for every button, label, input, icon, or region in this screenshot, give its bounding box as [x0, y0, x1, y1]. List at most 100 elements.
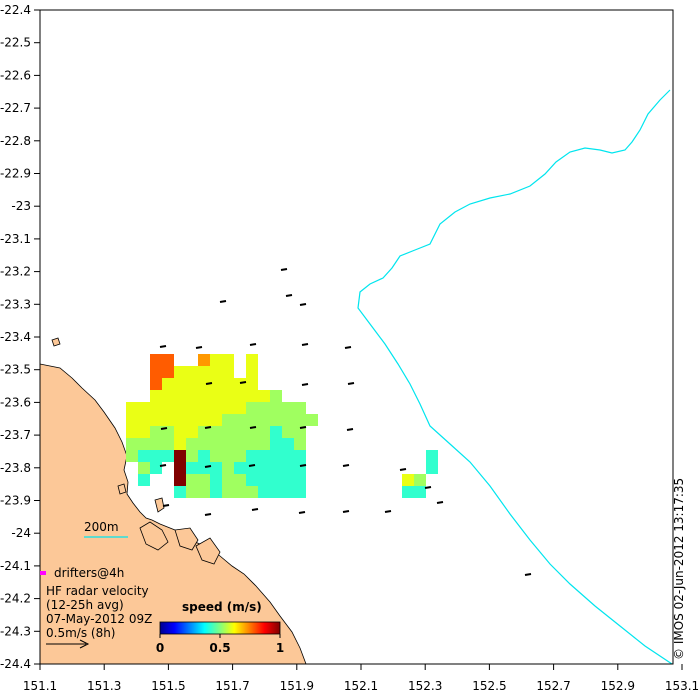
radar-cell: [198, 414, 210, 426]
radar-cell: [222, 366, 234, 378]
radar-cell: [306, 414, 318, 426]
radar-cell: [294, 486, 306, 498]
y-tick-label: -22.4: [0, 3, 31, 17]
hf-radar-title: HF radar velocity: [46, 584, 149, 598]
velocity-vector: [347, 382, 355, 385]
velocity-vector: [239, 381, 247, 384]
radar-cell: [198, 474, 210, 486]
radar-cell: [174, 390, 186, 402]
radar-cell: [186, 402, 198, 414]
x-tick-label: 151.7: [215, 679, 249, 693]
radar-cell: [186, 390, 198, 402]
radar-cell: [162, 414, 174, 426]
radar-cell: [222, 426, 234, 438]
velocity-vectors: [159, 268, 532, 576]
velocity-vector: [399, 468, 407, 471]
y-tick-label: -22.9: [0, 167, 31, 181]
radar-cell: [138, 426, 150, 438]
radar-cell: [150, 402, 162, 414]
y-tick-label: -24.4: [0, 657, 31, 671]
colorbar-tick-label: 0.5: [209, 641, 230, 655]
velocity-vector: [159, 464, 167, 467]
radar-cell: [186, 438, 198, 450]
radar-cell: [150, 366, 162, 378]
radar-cell: [210, 390, 222, 402]
velocity-vector: [249, 426, 257, 429]
velocity-vector: [159, 345, 167, 348]
velocity-vector: [299, 303, 307, 306]
hf-radar-date: 07-May-2012 09Z: [46, 612, 152, 626]
colorbar-tick-label: 0: [156, 641, 164, 655]
radar-cell: [126, 426, 138, 438]
radar-cell: [138, 474, 150, 486]
radar-cell: [150, 438, 162, 450]
velocity-vector: [249, 343, 257, 346]
radar-cell: [234, 390, 246, 402]
radar-cell: [174, 438, 186, 450]
radar-cell: [294, 402, 306, 414]
y-tick-label: -24.1: [0, 559, 31, 573]
velocity-vector: [248, 464, 256, 467]
radar-cell: [150, 354, 162, 366]
radar-cell: [246, 462, 258, 474]
radar-cell: [198, 378, 210, 390]
radar-cell: [210, 378, 222, 390]
radar-cell: [402, 486, 414, 498]
velocity-vector: [280, 268, 288, 271]
radar-cell: [222, 402, 234, 414]
radar-cell: [138, 414, 150, 426]
radar-cell: [186, 486, 198, 498]
radar-cell: [270, 414, 282, 426]
velocity-vector: [219, 300, 227, 303]
x-tick-label: 152.1: [344, 679, 378, 693]
radar-cell: [150, 390, 162, 402]
y-tick-label: -22.7: [0, 101, 31, 115]
radar-cell: [294, 450, 306, 462]
latitude-axis: -22.4 -22.5 -22.6 -22.7 -22.8 -22.9 -23 -23.1 -2…: [0, 3, 40, 671]
radar-cell: [246, 378, 258, 390]
radar-cell: [426, 450, 438, 462]
radar-cell: [270, 438, 282, 450]
x-tick-label: 151.1: [23, 679, 57, 693]
y-tick-label: -23.2: [0, 265, 31, 279]
radar-cell: [246, 474, 258, 486]
y-tick-label: -22.5: [0, 36, 31, 50]
radar-cell: [294, 426, 306, 438]
radar-cell: [198, 402, 210, 414]
velocity-vector: [384, 510, 392, 513]
radar-cell: [198, 426, 210, 438]
radar-cell: [210, 450, 222, 462]
radar-cell: [150, 450, 162, 462]
radar-cell: [174, 474, 186, 486]
radar-cell: [174, 402, 186, 414]
radar-cell: [282, 486, 294, 498]
radar-cell: [414, 474, 426, 486]
x-tick-label: 153.1: [665, 679, 699, 693]
radar-cell: [210, 438, 222, 450]
radar-cell: [162, 438, 174, 450]
radar-cell: [186, 426, 198, 438]
colorbar-title: speed (m/s): [182, 600, 262, 614]
radar-cell: [162, 366, 174, 378]
velocity-vector: [195, 346, 203, 349]
velocity-vector: [342, 464, 350, 467]
y-tick-label: -23.8: [0, 461, 31, 475]
radar-cell: [210, 426, 222, 438]
radar-cell: [282, 414, 294, 426]
radar-cell: [282, 474, 294, 486]
velocity-vector: [436, 501, 444, 504]
scale-label: 0.5m/s (8h): [46, 626, 116, 640]
velocity-vector: [251, 508, 259, 511]
radar-cell: [282, 450, 294, 462]
radar-cell: [282, 402, 294, 414]
x-tick-label: 152.3: [408, 679, 442, 693]
radar-cell: [234, 438, 246, 450]
radar-cell: [246, 438, 258, 450]
radar-cell: [234, 378, 246, 390]
radar-cell: [150, 462, 162, 474]
radar-cell: [282, 462, 294, 474]
colorbar: [159, 621, 281, 635]
radar-cell: [198, 366, 210, 378]
radar-cell: [222, 390, 234, 402]
islands: [51, 337, 221, 565]
